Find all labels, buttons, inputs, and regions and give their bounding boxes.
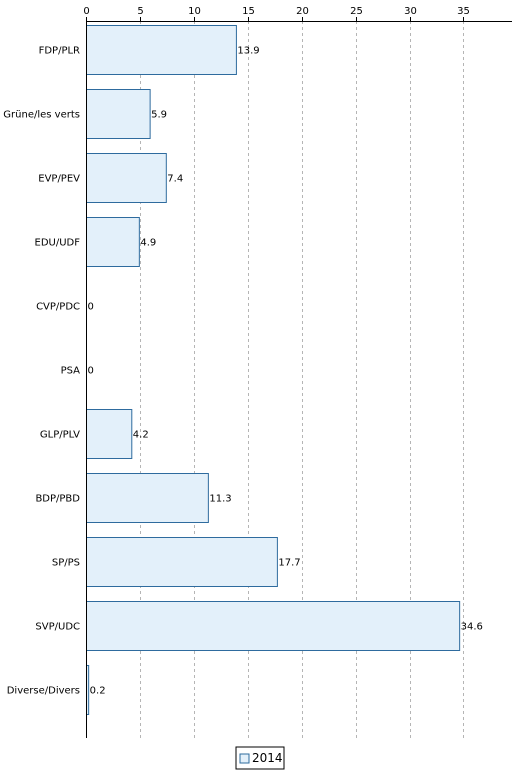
x-tick-label: 5 <box>137 6 143 17</box>
axes <box>86 21 512 738</box>
x-tick-label: 10 <box>188 6 201 17</box>
value-label: 0 <box>88 366 94 377</box>
value-label: 7.4 <box>167 174 183 185</box>
category-label: PSA <box>61 366 81 377</box>
x-axis-ticks: 0 5 10 15 20 25 30 35 <box>83 6 470 21</box>
value-label: 13.9 <box>237 46 259 57</box>
value-label: 4.2 <box>133 430 149 441</box>
x-tick-label: 30 <box>404 6 417 17</box>
x-tick-label: 35 <box>457 6 470 17</box>
category-label: GLP/PLV <box>40 430 80 441</box>
bar <box>86 89 151 139</box>
category-label: FDP/PLR <box>39 46 80 57</box>
category-label: CVP/PDC <box>36 302 80 313</box>
category-labels: FDP/PLR Grüne/les verts EVP/PEV EDU/UDF CVP/… <box>3 46 80 697</box>
legend-label: 2014 <box>252 751 283 765</box>
value-label: 34.6 <box>461 622 483 633</box>
bar <box>86 537 278 587</box>
category-label: Grüne/les verts <box>3 110 80 121</box>
x-tick-label: 15 <box>242 6 255 17</box>
value-label: 0 <box>88 302 94 313</box>
value-label: 17.7 <box>278 558 300 569</box>
value-label: 4.9 <box>140 238 156 249</box>
value-label: 11.3 <box>209 494 231 505</box>
value-label: 5.9 <box>151 110 167 121</box>
value-label: 0.2 <box>90 686 106 697</box>
bars <box>86 25 461 715</box>
x-tick-label: 25 <box>350 6 363 17</box>
bar <box>86 473 209 523</box>
x-tick-label: 0 <box>83 6 89 17</box>
bar <box>86 217 140 267</box>
bar <box>86 153 167 203</box>
legend-swatch <box>239 753 250 764</box>
category-label: Diverse/Divers <box>7 686 80 697</box>
category-label: BDP/PBD <box>35 494 80 505</box>
value-labels: 13.9 5.9 7.4 4.9 0 0 4.2 11.3 17.7 34.6 0.2 <box>88 46 483 697</box>
category-label: SP/PS <box>52 558 80 569</box>
category-label: EDU/UDF <box>35 238 81 249</box>
x-tick-label: 20 <box>296 6 309 17</box>
legend: 2014 <box>235 746 285 770</box>
bar <box>86 409 133 459</box>
category-label: SVP/UDC <box>35 622 80 633</box>
bar <box>86 601 461 651</box>
bar <box>86 25 237 75</box>
category-label: EVP/PEV <box>38 174 80 185</box>
